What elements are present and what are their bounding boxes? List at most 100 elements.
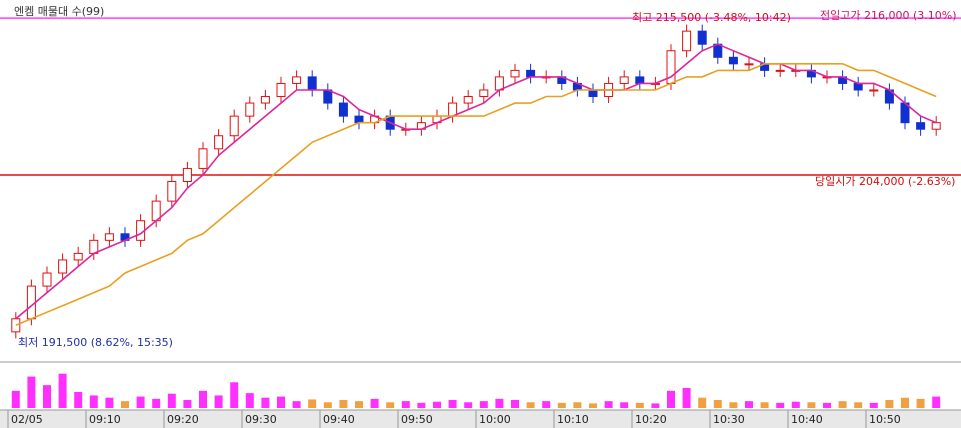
x-tick-label: 10:20 bbox=[635, 413, 667, 426]
volume-bar bbox=[901, 397, 909, 408]
volume-bar bbox=[776, 402, 785, 408]
volume-bar bbox=[682, 388, 691, 408]
candle-body bbox=[182, 167, 192, 182]
volume-bar bbox=[854, 402, 863, 408]
volume-bar bbox=[230, 382, 239, 408]
x-tick-label: 10:10 bbox=[557, 413, 589, 426]
volume-bar bbox=[417, 402, 426, 408]
volume-bar bbox=[791, 401, 800, 408]
volume-bar bbox=[74, 392, 83, 408]
volume-bar bbox=[323, 402, 332, 408]
volume-bar bbox=[183, 400, 192, 408]
candle-body bbox=[198, 148, 208, 169]
volume-bar bbox=[651, 403, 660, 408]
candle-body bbox=[167, 181, 177, 202]
ma-line bbox=[15, 63, 937, 327]
volume-bar bbox=[448, 400, 457, 408]
x-tick-label: 10:50 bbox=[869, 413, 901, 426]
candle-body bbox=[11, 318, 21, 333]
candle-body bbox=[853, 82, 863, 91]
candle-body bbox=[682, 30, 692, 52]
volume-bar bbox=[479, 401, 488, 408]
volume-bar bbox=[573, 402, 582, 408]
candle-body bbox=[42, 272, 52, 287]
volume-bar bbox=[261, 397, 270, 408]
candle-body bbox=[229, 115, 239, 137]
volume-bar bbox=[464, 402, 473, 408]
candle-body bbox=[214, 135, 224, 150]
candle-body bbox=[58, 259, 68, 274]
x-tick-label: 09:30 bbox=[245, 413, 277, 426]
volume-bar bbox=[58, 373, 67, 408]
volume-bar bbox=[214, 395, 223, 408]
candle-body bbox=[354, 115, 364, 124]
candle-body bbox=[73, 252, 83, 261]
volume-bar bbox=[11, 390, 20, 408]
candle-body bbox=[744, 63, 754, 66]
x-tick-label: 09:20 bbox=[167, 413, 199, 426]
volume-bar bbox=[542, 401, 551, 408]
volume-bar bbox=[27, 376, 36, 408]
candle-body bbox=[276, 82, 286, 98]
candle-body bbox=[697, 30, 707, 45]
candle-body bbox=[510, 69, 520, 78]
annotation: 당일시가 204,000 (-2.63%) bbox=[815, 174, 955, 188]
annotation: 최저 191,500 (8.62%, 15:35) bbox=[18, 336, 173, 349]
volume-bar bbox=[105, 397, 114, 408]
volume-bar bbox=[635, 402, 644, 408]
chart-title: 엔켐 매물대 수(99) bbox=[14, 5, 104, 18]
volume-bar bbox=[308, 399, 317, 408]
candle-body bbox=[338, 102, 348, 117]
annotation: 최고 215,500 (-3.48%, 10:42) bbox=[632, 11, 791, 24]
x-tick-label: 10:30 bbox=[713, 413, 745, 426]
volume-bar bbox=[885, 400, 894, 408]
candle-body bbox=[931, 122, 941, 130]
volume-bar bbox=[199, 390, 207, 408]
candle-body bbox=[526, 69, 536, 78]
volume-bar bbox=[713, 400, 722, 408]
volume-bar bbox=[698, 397, 707, 408]
volume-bar bbox=[386, 402, 395, 408]
x-tick-label: 09:40 bbox=[323, 413, 355, 426]
candle-body bbox=[479, 89, 489, 98]
volume-bar bbox=[495, 398, 504, 408]
volume-bar bbox=[557, 402, 566, 408]
candle-body bbox=[916, 122, 926, 130]
ma-line bbox=[15, 43, 937, 320]
x-tick-label: 09:10 bbox=[89, 413, 121, 426]
volume-bar bbox=[667, 390, 675, 408]
candle-body bbox=[260, 96, 270, 104]
volume-bar bbox=[339, 400, 348, 408]
volume-bar bbox=[916, 398, 925, 408]
candle-body bbox=[104, 233, 114, 241]
volume-bar bbox=[760, 402, 769, 408]
candle-body bbox=[619, 76, 629, 84]
volume-bar bbox=[932, 396, 941, 408]
x-tick-label: 10:40 bbox=[791, 413, 823, 426]
volume-bar bbox=[136, 396, 145, 408]
x-axis-strip bbox=[0, 410, 961, 428]
x-tick-label: 10:00 bbox=[479, 413, 511, 426]
volume-bar bbox=[729, 402, 738, 408]
volume-bar bbox=[604, 401, 613, 408]
candle-body bbox=[728, 56, 738, 65]
volume-bar bbox=[89, 395, 98, 408]
volume-bar bbox=[401, 401, 410, 408]
volume-bar bbox=[121, 401, 129, 408]
candle-body bbox=[635, 76, 645, 84]
volume-bar bbox=[292, 401, 301, 408]
volume-bar bbox=[152, 398, 161, 408]
x-tick-label: 02/05 bbox=[11, 413, 43, 426]
candle-body bbox=[292, 76, 302, 84]
volume-bar bbox=[869, 402, 878, 408]
volume-bar bbox=[838, 401, 847, 408]
x-tick-label: 09:50 bbox=[401, 413, 433, 426]
annotation: 전일고가 216,000 (3.10%) bbox=[820, 8, 957, 22]
volume-bar bbox=[245, 393, 254, 408]
volume-bar bbox=[355, 401, 363, 408]
candle-body bbox=[869, 89, 879, 92]
volume-bar bbox=[620, 402, 629, 408]
volume-bar bbox=[43, 385, 51, 408]
volume-bar bbox=[511, 400, 519, 408]
